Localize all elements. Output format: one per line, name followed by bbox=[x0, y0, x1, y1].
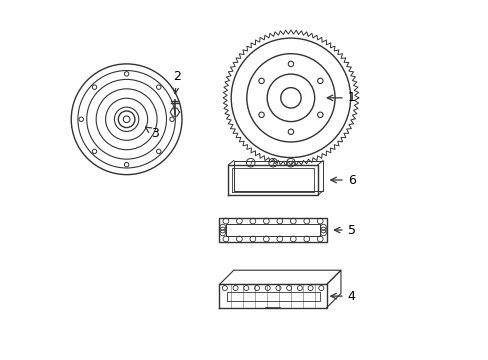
Text: 6: 6 bbox=[330, 174, 355, 186]
Bar bbox=[219, 218, 326, 242]
Text: 4: 4 bbox=[330, 289, 355, 303]
Bar bbox=[225, 224, 320, 236]
Text: 3: 3 bbox=[145, 127, 159, 140]
Text: 5: 5 bbox=[334, 224, 355, 237]
Text: 1: 1 bbox=[326, 91, 355, 104]
Text: 2: 2 bbox=[172, 70, 180, 94]
